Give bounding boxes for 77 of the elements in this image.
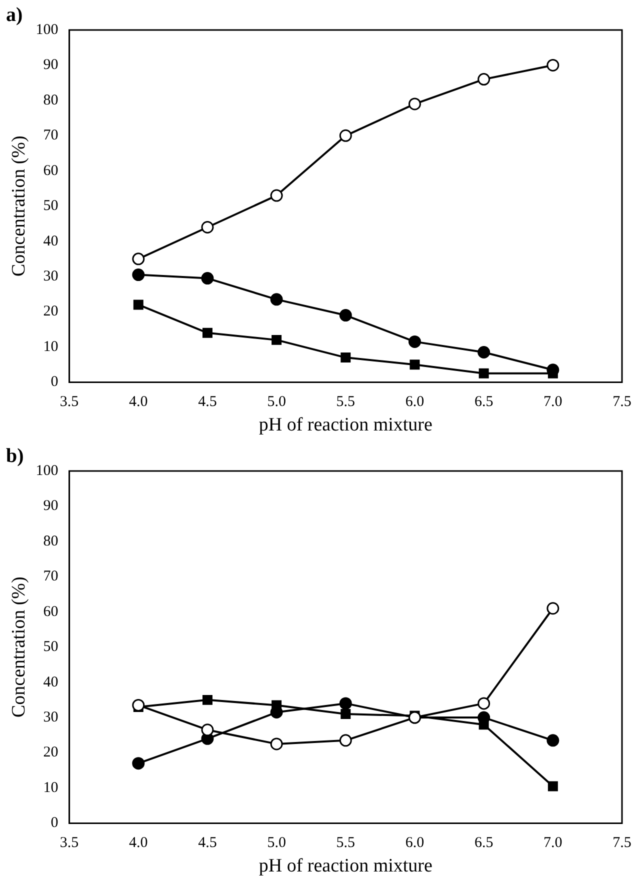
point bbox=[339, 697, 352, 710]
point bbox=[340, 709, 351, 720]
point bbox=[270, 189, 283, 202]
x-tick-label: 4.5 bbox=[198, 394, 217, 410]
y-tick-label: 50 bbox=[43, 198, 58, 214]
x-tick-label: 4.0 bbox=[129, 835, 148, 852]
y-tick-label: 50 bbox=[43, 639, 58, 656]
y-tick-label: 40 bbox=[43, 233, 58, 250]
x-axis-title: pH of reaction mixture bbox=[258, 856, 432, 877]
y-tick-label: 70 bbox=[43, 568, 58, 585]
x-tick-label: 7.0 bbox=[544, 835, 562, 852]
point bbox=[478, 73, 490, 86]
x-tick-label: 7.5 bbox=[612, 835, 632, 852]
x-tick-label: 7.0 bbox=[544, 394, 562, 410]
y-tick-label: 0 bbox=[50, 815, 58, 832]
x-tick-label: 4.0 bbox=[129, 394, 148, 410]
chart-title: a) bbox=[6, 4, 23, 26]
x-tick-label: 7.5 bbox=[612, 394, 632, 410]
y-tick-label: 80 bbox=[43, 92, 58, 108]
point bbox=[132, 757, 145, 770]
y-tick-label: 90 bbox=[43, 498, 58, 514]
point bbox=[272, 334, 282, 345]
point bbox=[133, 300, 144, 310]
point bbox=[201, 272, 214, 285]
point bbox=[546, 58, 560, 72]
x-tick-label: 3.5 bbox=[60, 835, 79, 852]
point bbox=[408, 98, 421, 110]
y-tick-label: 80 bbox=[43, 533, 58, 550]
x-tick-label: 4.5 bbox=[198, 835, 217, 852]
y-tick-label: 20 bbox=[43, 304, 58, 320]
point bbox=[201, 724, 214, 736]
y-axis-title: Concentration (%) bbox=[8, 576, 30, 718]
x-tick-label: 6.5 bbox=[474, 835, 494, 852]
point bbox=[546, 602, 560, 615]
x-axis-title: pH of reaction mixture bbox=[258, 414, 432, 436]
point bbox=[408, 335, 421, 348]
point bbox=[339, 734, 352, 747]
point bbox=[340, 352, 351, 363]
y-tick-label: 20 bbox=[43, 744, 58, 761]
point bbox=[132, 268, 145, 282]
point bbox=[339, 129, 352, 142]
y-tick-label: 60 bbox=[43, 162, 58, 179]
point bbox=[410, 360, 420, 370]
y-tick-label: 70 bbox=[43, 128, 58, 144]
x-tick-label: 6.5 bbox=[474, 394, 494, 410]
y-tick-label: 100 bbox=[36, 462, 58, 479]
x-tick-label: 6.0 bbox=[405, 835, 424, 852]
y-tick-label: 0 bbox=[50, 374, 58, 390]
y-tick-label: 60 bbox=[43, 604, 58, 620]
point bbox=[546, 734, 560, 747]
point bbox=[339, 309, 352, 322]
point bbox=[202, 694, 212, 705]
point bbox=[478, 368, 489, 378]
x-tick-label: 5.5 bbox=[336, 394, 356, 410]
point bbox=[202, 328, 212, 338]
y-axis-title: Concentration (%) bbox=[8, 136, 30, 277]
y-tick-label: 90 bbox=[43, 57, 58, 74]
point bbox=[132, 698, 145, 712]
x-tick-label: 5.5 bbox=[336, 835, 356, 852]
y-tick-label: 10 bbox=[43, 780, 58, 796]
point bbox=[478, 697, 490, 710]
y-tick-label: 10 bbox=[43, 338, 58, 355]
y-tick-label: 30 bbox=[43, 709, 58, 726]
point bbox=[270, 738, 283, 750]
chart-title: b) bbox=[6, 445, 24, 468]
point bbox=[548, 781, 558, 792]
y-tick-label: 30 bbox=[43, 268, 58, 284]
point bbox=[132, 252, 145, 266]
x-tick-label: 5.0 bbox=[267, 394, 286, 410]
x-tick-label: 6.0 bbox=[405, 394, 424, 410]
point bbox=[478, 346, 490, 359]
y-tick-label: 40 bbox=[43, 674, 58, 690]
y-tick-label: 100 bbox=[36, 22, 58, 38]
point bbox=[201, 220, 214, 234]
x-tick-label: 3.5 bbox=[60, 394, 79, 410]
x-tick-label: 5.0 bbox=[267, 835, 286, 852]
point bbox=[270, 293, 283, 306]
